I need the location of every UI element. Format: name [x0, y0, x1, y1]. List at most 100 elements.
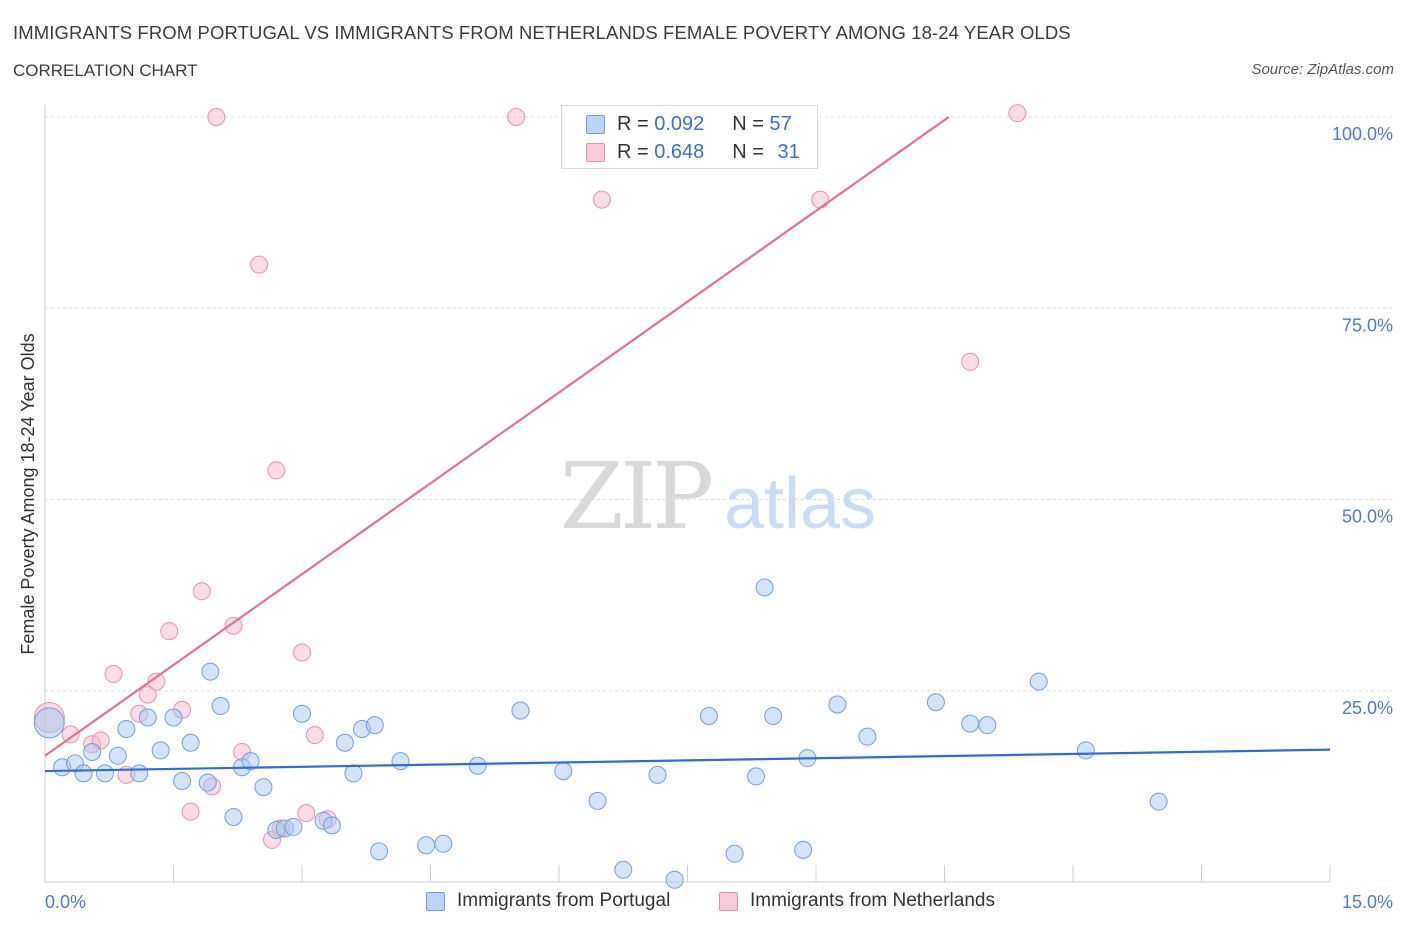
portugal-point	[83, 742, 102, 761]
netherlands-point	[61, 725, 80, 744]
portugal-point	[322, 816, 341, 835]
y-axis-title: Female Poverty Among 18-24 Year Olds	[18, 333, 38, 654]
portugal-point	[198, 773, 217, 792]
netherlands-point	[961, 352, 980, 371]
r-label: R =	[617, 140, 655, 163]
portugal-point	[138, 708, 157, 727]
netherlands-point	[104, 664, 123, 683]
netherlands-point	[297, 804, 316, 823]
portugal-point	[648, 765, 667, 784]
portugal-point	[241, 752, 260, 771]
netherlands-point	[1008, 104, 1027, 123]
netherlands-points	[33, 104, 1027, 849]
portugal-point	[417, 836, 436, 855]
portugal-point	[181, 733, 200, 752]
portugal-trend-line	[44, 748, 1331, 773]
portugal-point	[858, 727, 877, 746]
portugal-point	[108, 746, 127, 765]
portugal-points	[33, 578, 1168, 889]
portugal-point	[164, 708, 183, 727]
trend-lines	[44, 116, 1331, 773]
portugal-point	[74, 764, 93, 783]
netherlands-point	[224, 616, 243, 635]
portugal-point	[284, 817, 303, 836]
portugal-point	[1149, 792, 1168, 811]
netherlands-point	[507, 108, 526, 126]
portugal-point	[614, 860, 633, 879]
n-label: N =	[732, 140, 770, 163]
portugal-point	[201, 662, 220, 681]
netherlands-point	[147, 672, 166, 691]
netherlands-point	[160, 622, 179, 641]
portugal-point	[33, 707, 65, 739]
portugal-point	[344, 764, 363, 783]
legend-row-netherlands: R = 0.648 N = 31	[586, 139, 800, 165]
netherlands-point	[181, 802, 200, 821]
portugal-n-value: 57	[769, 112, 792, 135]
legend-box: R = 0.092 N = 57 R = 0.648 N = 31	[561, 105, 818, 169]
portugal-point	[1076, 741, 1095, 760]
chart-subtitle: CORRELATION CHART	[13, 61, 198, 80]
bottom-legend-netherlands: Immigrants from Netherlands	[719, 890, 995, 912]
netherlands-point	[305, 726, 324, 745]
portugal-point	[588, 791, 607, 810]
portugal-point	[211, 697, 230, 716]
portugal-point	[926, 693, 945, 712]
netherlands-point	[293, 643, 311, 662]
r-label: R =	[617, 112, 655, 135]
portugal-point	[151, 741, 170, 760]
netherlands-n-value: 31	[777, 140, 800, 163]
portugal-point	[224, 807, 243, 826]
portugal-point	[335, 733, 354, 752]
bottom-legend-portugal: Immigrants from Portugal	[426, 890, 670, 912]
y-tick-label: 25.0%	[1342, 698, 1393, 718]
portugal-point	[747, 767, 766, 786]
netherlands-legend-label: Immigrants from Netherlands	[750, 890, 995, 911]
netherlands-point	[250, 255, 269, 274]
portugal-swatch	[586, 114, 605, 134]
netherlands-swatch	[719, 891, 738, 911]
netherlands-point	[192, 582, 211, 601]
chart-title: IMMIGRANTS FROM PORTUGAL VS IMMIGRANTS F…	[13, 22, 1071, 43]
netherlands-point	[592, 190, 611, 209]
netherlands-r-value: 0.648	[654, 140, 705, 163]
n-label: N =	[732, 112, 770, 135]
netherlands-point	[138, 685, 157, 704]
portugal-point	[725, 844, 744, 863]
portugal-point	[117, 720, 136, 738]
watermark-zip: ZIP	[560, 443, 711, 550]
portugal-r-value: 0.092	[654, 112, 705, 135]
portugal-point	[391, 752, 410, 771]
portugal-point	[511, 701, 530, 720]
y-tick-label: 100.0%	[1332, 124, 1393, 144]
portugal-point	[293, 704, 311, 723]
portugal-point	[699, 706, 718, 725]
y-tick-label: 50.0%	[1342, 507, 1393, 527]
portugal-point	[554, 762, 573, 781]
portugal-point	[95, 764, 114, 783]
watermark: ZIP atlas	[560, 443, 876, 550]
portugal-point	[794, 840, 813, 859]
portugal-point	[755, 578, 774, 597]
x-tick-label-max: 15.0%	[1342, 892, 1393, 912]
y-tick-labels: 25.0% 50.0% 75.0% 100.0%	[1332, 124, 1393, 718]
x-axis-ticks	[44, 865, 1331, 882]
x-tick-label-min: 0.0%	[45, 892, 86, 912]
portugal-point	[434, 834, 453, 853]
portugal-point	[130, 764, 149, 783]
netherlands-point	[267, 461, 286, 480]
portugal-point	[468, 756, 487, 775]
legend-row-portugal: R = 0.092 N = 57	[586, 111, 792, 137]
portugal-point	[961, 714, 980, 733]
portugal-point	[978, 716, 997, 735]
portugal-point	[764, 706, 783, 725]
portugal-point	[665, 870, 684, 889]
portugal-point	[1029, 672, 1048, 691]
portugal-point	[365, 716, 384, 735]
y-tick-label: 75.0%	[1342, 315, 1393, 335]
netherlands-point	[811, 190, 830, 209]
netherlands-swatch	[586, 142, 605, 162]
watermark-atlas: atlas	[724, 464, 876, 544]
netherlands-trend-line	[44, 116, 950, 757]
